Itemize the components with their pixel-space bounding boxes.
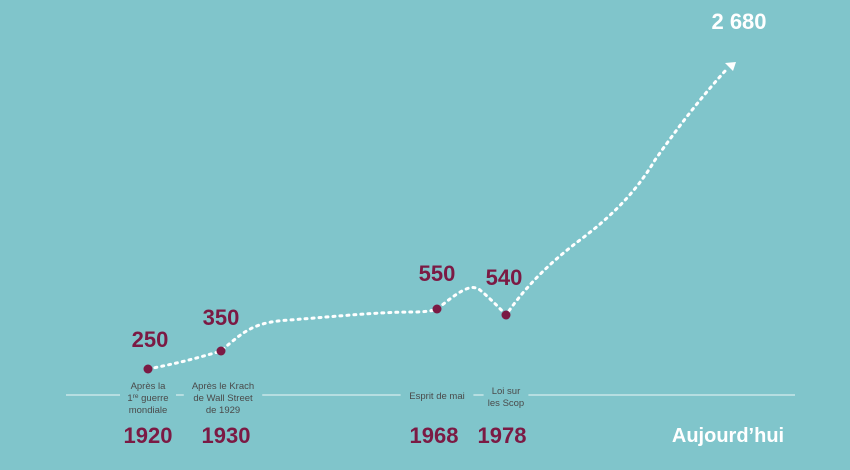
data-point bbox=[143, 364, 153, 374]
trend-arrow-head bbox=[725, 62, 736, 71]
event-annotation: Loi sur bbox=[492, 386, 521, 397]
data-point bbox=[501, 310, 511, 320]
event-annotation: 1re guerre bbox=[127, 393, 168, 404]
data-point bbox=[216, 346, 226, 356]
trend-line bbox=[146, 68, 728, 371]
data-label: 350 bbox=[203, 305, 240, 330]
annotation-bg bbox=[483, 383, 529, 409]
event-annotation: les Scop bbox=[488, 398, 524, 409]
data-label: 250 bbox=[132, 327, 169, 352]
annotation-bg bbox=[120, 378, 176, 416]
event-annotation: Esprit de mai bbox=[409, 391, 464, 402]
x-tick-label: 1978 bbox=[478, 423, 527, 448]
event-annotation: de 1929 bbox=[206, 405, 240, 416]
event-annotation: de Wall Street bbox=[193, 393, 253, 404]
event-annotation: Après le Krach bbox=[192, 381, 254, 392]
annotation-bg bbox=[183, 378, 263, 416]
data-label: 2 680 bbox=[711, 9, 766, 34]
x-tick-label: 1920 bbox=[124, 423, 173, 448]
x-tick-label: 1968 bbox=[410, 423, 459, 448]
x-tick-label: 1930 bbox=[202, 423, 251, 448]
event-annotation: Après la bbox=[131, 381, 167, 392]
x-tick-label: Aujourd’hui bbox=[672, 425, 784, 447]
data-label: 540 bbox=[486, 265, 523, 290]
data-label: 550 bbox=[419, 261, 456, 286]
data-point bbox=[432, 304, 442, 314]
annotation-bg bbox=[400, 388, 474, 402]
event-annotation: mondiale bbox=[129, 405, 168, 416]
